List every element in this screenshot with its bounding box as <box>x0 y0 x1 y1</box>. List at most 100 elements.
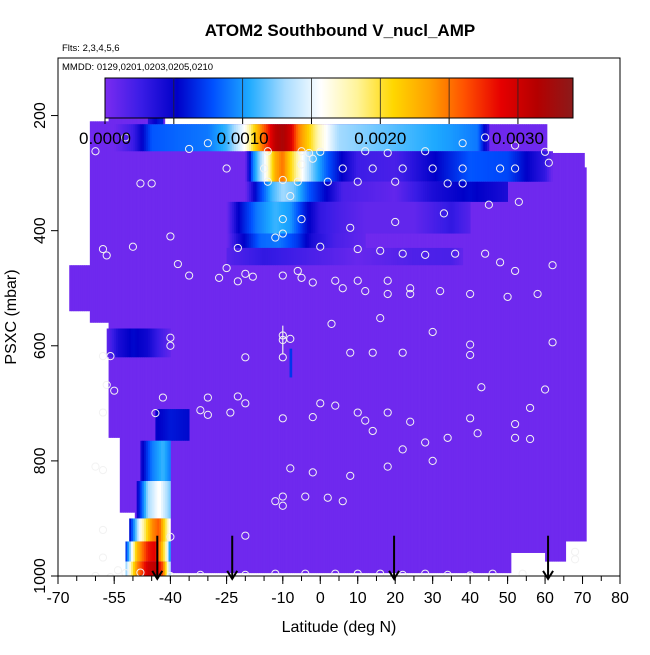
heatmap-cell <box>505 124 508 574</box>
heatmap-cell <box>372 201 375 234</box>
heatmap-cell <box>322 201 325 234</box>
heatmap-cell <box>292 124 295 152</box>
heatmap-cell <box>181 124 184 574</box>
heatmap-cell <box>144 541 147 562</box>
observation-marker <box>481 133 490 142</box>
observation-marker <box>398 249 407 258</box>
heatmap-cell <box>292 233 295 248</box>
heatmap-cell <box>140 481 143 519</box>
observation-marker <box>278 175 287 185</box>
heatmap-cell <box>430 124 434 574</box>
heatmap-cell <box>415 181 419 202</box>
heatmap-cell <box>550 151 553 182</box>
heatmap-cell <box>95 121 98 323</box>
observation-marker <box>398 445 407 454</box>
heatmap-cell <box>455 124 458 152</box>
heatmap-cell <box>462 201 465 234</box>
heatmap-cell <box>275 181 278 202</box>
heatmap-cell <box>286 124 289 152</box>
heatmap-cell <box>455 247 458 266</box>
heatmap-cell <box>151 124 154 152</box>
heatmap-cell <box>303 181 306 202</box>
heatmap-cell <box>342 247 346 266</box>
heatmap-cell <box>258 124 261 152</box>
observation-marker <box>421 569 430 576</box>
heatmap-cell <box>161 561 164 576</box>
heatmap-cell <box>318 201 321 234</box>
heatmap-cell <box>361 181 364 202</box>
observation-marker <box>428 164 437 173</box>
heatmap-cell <box>492 181 495 202</box>
heatmap-cell <box>402 124 405 152</box>
heatmap-cell <box>440 181 443 202</box>
heatmap-cell <box>142 328 145 358</box>
heatmap-cell <box>136 541 139 562</box>
y-axis: 200 400 600 800 1000 <box>32 102 58 594</box>
x-tick-label: 10 <box>349 590 367 607</box>
observation-marker <box>98 553 108 562</box>
heatmap-cell <box>340 124 344 152</box>
heatmap-cell <box>297 201 301 234</box>
down-arrow-icon <box>388 535 400 581</box>
heatmap-cell <box>472 124 475 152</box>
heatmap-cell <box>376 247 379 266</box>
heatmap-cell <box>337 233 340 248</box>
heatmap-cell <box>413 124 417 574</box>
heatmap-cell <box>500 181 503 202</box>
heatmap-cell <box>162 440 166 482</box>
observation-marker <box>496 258 505 267</box>
heatmap-cell <box>342 201 346 234</box>
heatmap-cell <box>127 328 130 358</box>
heatmap-cell <box>146 328 149 358</box>
heatmap-cell <box>198 124 201 574</box>
heatmap-cell <box>157 541 160 562</box>
heatmap-cell <box>402 181 405 202</box>
heatmap-cell <box>406 247 409 266</box>
heatmap-cell <box>406 181 409 202</box>
heatmap-cell <box>440 151 443 182</box>
colorbar-tick-label: 0.0010 <box>217 129 269 148</box>
heatmap-cell <box>271 233 274 248</box>
heatmap-cell <box>423 151 426 182</box>
heatmap-cell <box>494 181 497 202</box>
observation-marker <box>304 148 314 158</box>
heatmap-cell <box>279 201 282 234</box>
heatmap-cell <box>299 124 302 574</box>
observation-marker <box>484 200 493 209</box>
heatmap-cell <box>417 151 420 182</box>
heatmap-cell <box>391 151 394 182</box>
heatmap-cell <box>462 124 465 152</box>
heatmap-cell <box>288 233 291 248</box>
heatmap-cell <box>166 409 169 441</box>
heatmap-cell <box>425 124 428 152</box>
observation-marker <box>323 177 332 186</box>
heatmap-cell <box>234 247 237 266</box>
heatmap-cell <box>222 124 226 152</box>
heatmap-cell <box>374 124 377 152</box>
heatmap-cell <box>204 124 207 152</box>
heatmap-cell <box>451 201 454 234</box>
observation-marker <box>286 192 295 201</box>
heatmap-cell <box>447 201 450 234</box>
observation-marker <box>323 493 332 502</box>
heatmap-cell <box>134 124 138 152</box>
observation-marker <box>248 272 257 281</box>
heatmap-cell <box>363 124 366 574</box>
heatmap-cell <box>383 151 387 182</box>
heatmap-cell <box>305 124 308 152</box>
heatmap-cell <box>258 233 261 248</box>
heatmap-cell <box>207 124 211 152</box>
heatmap-cell <box>473 124 477 152</box>
heatmap-cell <box>357 247 361 266</box>
heatmap-cell <box>243 124 246 152</box>
heatmap-cell <box>318 124 321 152</box>
heatmap-cell <box>243 201 246 234</box>
observation-marker <box>383 408 392 417</box>
observation-marker <box>376 569 385 576</box>
heatmap-cell <box>357 201 361 234</box>
heatmap-cell <box>264 247 267 266</box>
heatmap-cell <box>245 124 248 574</box>
heatmap-cell <box>329 181 332 202</box>
heatmap-cell <box>335 124 338 574</box>
heatmap-cell <box>361 124 364 152</box>
